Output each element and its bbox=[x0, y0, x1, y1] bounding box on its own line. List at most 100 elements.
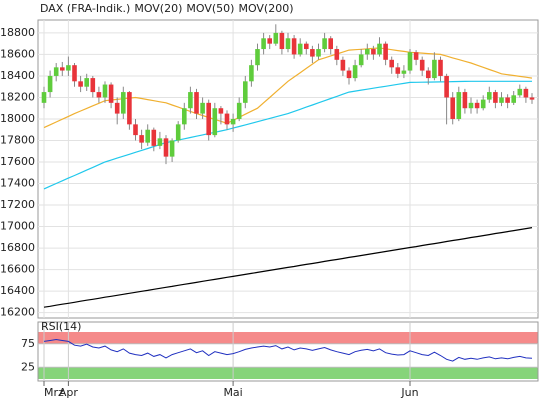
candle-body bbox=[358, 54, 364, 66]
candle-body bbox=[53, 67, 59, 76]
candle-body bbox=[456, 92, 462, 119]
y-tick-label: 16200 bbox=[0, 306, 35, 319]
candle-body bbox=[389, 59, 394, 68]
candle-body bbox=[206, 102, 211, 136]
candle-body bbox=[163, 138, 169, 157]
candle-body bbox=[157, 138, 163, 146]
ma-line bbox=[43, 227, 533, 308]
candle-body bbox=[151, 129, 157, 146]
candle-body bbox=[340, 59, 346, 71]
candle-body bbox=[365, 49, 370, 55]
legend-entry: MOV(50) bbox=[186, 2, 234, 15]
candle-body bbox=[395, 67, 401, 74]
candle-body bbox=[175, 124, 181, 141]
y-tick-label: 18600 bbox=[0, 47, 35, 60]
plot-frame bbox=[37, 19, 539, 319]
candle-body bbox=[444, 75, 449, 98]
candle-body bbox=[47, 75, 53, 93]
candle-body bbox=[426, 70, 431, 79]
candle-body bbox=[499, 97, 504, 103]
y-tick-label: 18800 bbox=[0, 26, 35, 39]
candle-body bbox=[121, 92, 126, 114]
candle-body bbox=[523, 88, 529, 98]
candle-body bbox=[212, 108, 218, 136]
candle-body bbox=[322, 38, 327, 50]
candle-body bbox=[261, 38, 266, 50]
candle-body bbox=[255, 49, 260, 66]
candle-body bbox=[96, 92, 102, 98]
candle-body bbox=[102, 84, 108, 98]
ma-line bbox=[43, 80, 532, 190]
rsi-band bbox=[38, 332, 538, 344]
y-tick-label: 17400 bbox=[0, 177, 35, 190]
candle-body bbox=[413, 52, 419, 60]
candle-body bbox=[505, 97, 510, 103]
rsi-line bbox=[43, 338, 533, 362]
candle-body bbox=[169, 140, 175, 157]
rsi-band bbox=[38, 367, 538, 379]
rsi-tick-label: 75 bbox=[21, 337, 35, 350]
candle-body bbox=[474, 102, 480, 109]
candle-body bbox=[41, 92, 47, 103]
candle-body bbox=[273, 32, 279, 44]
rsi-title: RSI(14) bbox=[41, 320, 81, 333]
rsi-tick-label: 25 bbox=[21, 360, 35, 373]
candle-body bbox=[487, 92, 492, 100]
x-tick-label: Apr bbox=[59, 386, 79, 399]
candle-body bbox=[188, 92, 193, 109]
candle-body bbox=[401, 70, 407, 74]
y-tick-label: 18400 bbox=[0, 69, 35, 82]
candle-body bbox=[291, 38, 297, 55]
candle-body bbox=[529, 97, 535, 100]
candle-body bbox=[224, 113, 230, 125]
y-tick-label: 16400 bbox=[0, 284, 35, 297]
candle-body bbox=[182, 108, 187, 125]
candle-body bbox=[267, 38, 272, 44]
candle-body bbox=[236, 102, 242, 119]
candle-body bbox=[493, 92, 498, 103]
candle-body bbox=[316, 49, 321, 57]
candle-body bbox=[310, 49, 315, 57]
candle-body bbox=[480, 99, 486, 109]
candle-body bbox=[371, 49, 376, 55]
candle-body bbox=[304, 43, 309, 50]
candle-body bbox=[243, 81, 248, 103]
candle-body bbox=[279, 32, 285, 50]
candle-body bbox=[352, 65, 358, 79]
candle-body bbox=[108, 84, 114, 103]
candle-body bbox=[127, 92, 132, 125]
candle-body bbox=[139, 135, 144, 143]
legend-entry: MOV(20) bbox=[134, 2, 182, 15]
x-tick-label: Mrz bbox=[44, 386, 64, 399]
y-tick-label: 17800 bbox=[0, 133, 35, 146]
candle-body bbox=[468, 102, 474, 109]
y-tick-label: 16600 bbox=[0, 263, 35, 276]
candle-body bbox=[114, 102, 120, 114]
candle-body bbox=[78, 81, 83, 87]
candle-body bbox=[517, 88, 523, 96]
y-tick-label: 18200 bbox=[0, 90, 35, 103]
candle-body bbox=[84, 78, 89, 87]
candle-body bbox=[419, 59, 425, 71]
candle-body bbox=[383, 43, 388, 60]
candle-body bbox=[72, 65, 77, 82]
candle-body bbox=[285, 38, 291, 50]
candle-body bbox=[145, 129, 150, 143]
candle-body bbox=[346, 70, 352, 79]
y-tick-label: 17600 bbox=[0, 155, 35, 168]
candle-body bbox=[462, 92, 468, 109]
candle-body bbox=[249, 65, 254, 82]
candle-body bbox=[432, 59, 437, 79]
y-tick-label: 18000 bbox=[0, 112, 35, 125]
candle-body bbox=[60, 67, 65, 71]
candle-body bbox=[438, 59, 443, 76]
x-tick-label: Mai bbox=[223, 386, 242, 399]
candle-body bbox=[377, 43, 382, 55]
candle-body bbox=[511, 95, 516, 103]
candle-body bbox=[66, 65, 71, 71]
candle-body bbox=[407, 52, 413, 71]
candle-body bbox=[133, 124, 138, 136]
legend-entry: DAX (FRA-Indik.) bbox=[40, 2, 130, 15]
candle-body bbox=[450, 97, 455, 119]
